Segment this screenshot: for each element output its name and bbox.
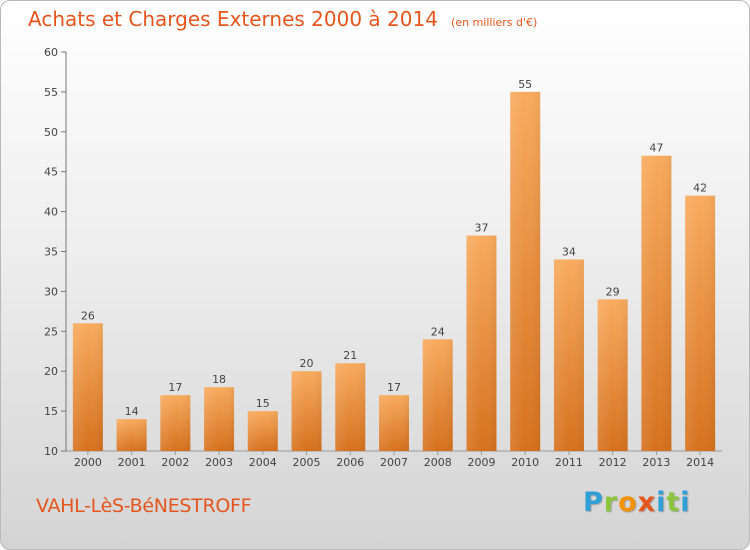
x-tick-label: 2002 xyxy=(161,456,189,469)
x-tick-label: 2014 xyxy=(686,456,714,469)
bar-sheen xyxy=(466,235,497,451)
data-label: 20 xyxy=(300,357,314,370)
data-label: 17 xyxy=(168,381,182,394)
data-label: 34 xyxy=(562,245,576,258)
bar-sheen xyxy=(422,339,453,451)
bar-sheen xyxy=(685,195,716,451)
data-label: 14 xyxy=(125,405,139,418)
x-tick-label: 2010 xyxy=(511,456,539,469)
x-tick-label: 2009 xyxy=(467,456,495,469)
data-label: 47 xyxy=(649,142,663,155)
data-label: 42 xyxy=(693,182,707,195)
x-tick-label: 2000 xyxy=(74,456,102,469)
x-tick-label: 2006 xyxy=(336,456,364,469)
y-tick-label: 15 xyxy=(44,405,58,418)
bar-sheen xyxy=(553,259,584,451)
bar-sheen xyxy=(510,91,541,452)
data-label: 15 xyxy=(256,397,270,410)
x-tick-label: 2005 xyxy=(293,456,321,469)
bar-sheen xyxy=(335,363,366,451)
data-label: 55 xyxy=(518,78,532,91)
x-tick-label: 2012 xyxy=(599,456,627,469)
bar-sheen xyxy=(72,323,103,451)
data-label: 29 xyxy=(606,285,620,298)
bar-sheen xyxy=(597,299,628,451)
chart-title-block: Achats et Charges Externes 2000 à 2014 (… xyxy=(28,7,537,31)
y-tick-label: 35 xyxy=(44,246,58,259)
data-label: 18 xyxy=(212,373,226,386)
bar-sheen xyxy=(247,411,278,451)
y-tick-label: 55 xyxy=(44,86,58,99)
bar-sheen xyxy=(641,155,672,452)
x-tick-label: 2003 xyxy=(205,456,233,469)
x-tick-label: 2001 xyxy=(118,456,146,469)
bar-sheen xyxy=(291,371,322,451)
data-label: 21 xyxy=(343,349,357,362)
data-label: 26 xyxy=(81,309,95,322)
x-tick-label: 2011 xyxy=(555,456,583,469)
chart-title: Achats et Charges Externes 2000 à 2014 xyxy=(28,7,438,31)
y-tick-label: 60 xyxy=(44,46,58,59)
y-tick-label: 20 xyxy=(44,365,58,378)
x-tick-label: 2013 xyxy=(642,456,670,469)
y-tick-label: 40 xyxy=(44,206,58,219)
x-tick-label: 2004 xyxy=(249,456,277,469)
chart-unit: (en milliers d'€) xyxy=(451,16,538,29)
location-name: VAHL-LèS-BéNESTROFF xyxy=(36,495,252,517)
y-tick-label: 25 xyxy=(44,325,58,338)
data-label: 37 xyxy=(474,222,488,235)
y-tick-label: 30 xyxy=(44,285,58,298)
bar-sheen xyxy=(379,395,409,451)
y-tick-label: 50 xyxy=(44,126,58,139)
data-label: 17 xyxy=(387,381,401,394)
y-tick-label: 45 xyxy=(44,166,58,179)
proxiti-logo: Proxiti xyxy=(583,487,691,518)
data-label: 24 xyxy=(431,325,445,338)
y-tick-label: 10 xyxy=(44,445,58,458)
bar-sheen xyxy=(160,395,191,451)
bar-sheen xyxy=(116,419,147,451)
bar-sheen xyxy=(204,387,235,451)
x-tick-label: 2008 xyxy=(424,456,452,469)
x-tick-label: 2007 xyxy=(380,456,408,469)
